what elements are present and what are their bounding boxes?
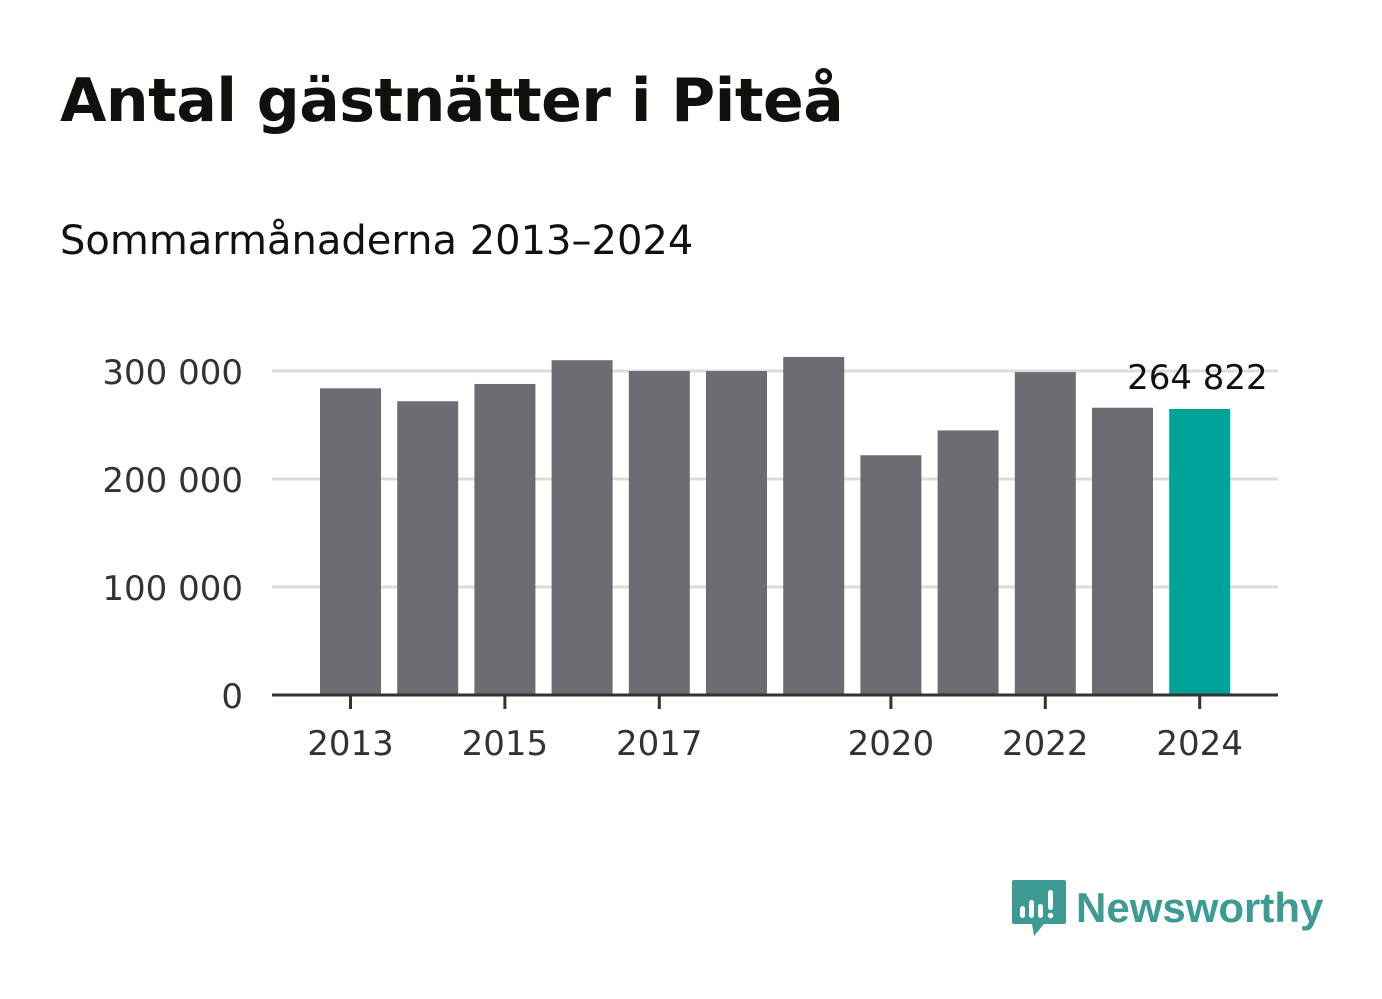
bar-2015 bbox=[474, 383, 536, 695]
bar-2023 bbox=[1092, 407, 1153, 695]
bar-2019 bbox=[783, 356, 845, 695]
bar-2016 bbox=[551, 360, 613, 695]
x-tick-label: 2013 bbox=[307, 724, 394, 764]
x-tick-label: 2017 bbox=[616, 724, 703, 764]
bar-2017 bbox=[628, 371, 690, 695]
bar-2022 bbox=[1014, 372, 1076, 695]
newsworthy-logo: Newsworthy bbox=[1010, 878, 1323, 938]
bar-2024 bbox=[1169, 408, 1231, 695]
chart-subtitle: Sommarmånaderna 2013–2024 bbox=[60, 218, 694, 264]
bar-2018 bbox=[706, 371, 767, 695]
bar-2013 bbox=[320, 388, 381, 695]
newsworthy-chart-bubble-icon bbox=[1012, 880, 1066, 936]
bar-2020 bbox=[860, 455, 922, 695]
y-tick-label: 0 bbox=[221, 677, 243, 717]
x-tick-label: 2020 bbox=[848, 724, 935, 764]
y-tick-label: 200 000 bbox=[102, 461, 243, 501]
labels: 0 100 000 200 000 300 000 2013 2015 2017 2020 20… bbox=[102, 353, 1267, 764]
axes bbox=[272, 693, 1278, 709]
x-tick-label: 2015 bbox=[462, 724, 549, 764]
y-tick-label: 100 000 bbox=[102, 569, 243, 609]
highlight-value-label: 264 822 bbox=[1127, 358, 1268, 398]
bar-2014 bbox=[397, 401, 459, 695]
chart-title: Antal gästnätter i Piteå bbox=[60, 66, 844, 136]
bars bbox=[320, 356, 1231, 695]
x-tick-label: 2024 bbox=[1156, 724, 1243, 764]
y-tick-label: 300 000 bbox=[102, 353, 243, 393]
bar-2021 bbox=[937, 430, 999, 695]
x-tick-label: 2022 bbox=[1002, 724, 1089, 764]
newsworthy-wordmark: Newsworthy bbox=[1076, 884, 1324, 931]
